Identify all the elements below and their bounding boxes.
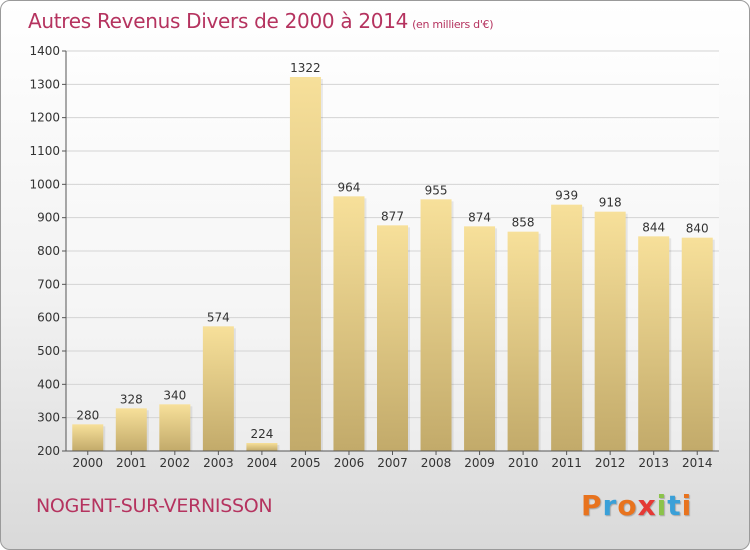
bar-value-label: 858 — [512, 216, 535, 230]
x-tick-label: 2008 — [421, 456, 452, 470]
x-tick-label: 2007 — [377, 456, 408, 470]
y-tick-label: 1000 — [29, 177, 60, 191]
bar — [420, 199, 452, 451]
bar-value-label: 844 — [642, 220, 665, 234]
logo-letter: P — [581, 489, 603, 522]
bar-value-label: 877 — [381, 209, 404, 223]
y-tick-label: 200 — [37, 444, 60, 458]
y-tick-label: 1400 — [29, 44, 60, 58]
x-tick-label: 2004 — [247, 456, 278, 470]
y-tick-label: 1300 — [29, 77, 60, 91]
units-label: (en milliers d'€) — [412, 18, 494, 31]
x-tick-label: 2012 — [595, 456, 626, 470]
logo-letter: x — [637, 489, 657, 522]
logo-letter: o — [617, 489, 638, 522]
x-tick-label: 2011 — [551, 456, 582, 470]
y-tick-label: 1200 — [29, 111, 60, 125]
y-tick-label: 300 — [37, 411, 60, 425]
bar — [246, 443, 278, 451]
x-tick-label: 2006 — [334, 456, 365, 470]
bar-value-label: 1322 — [290, 61, 321, 75]
bar-value-label: 939 — [555, 189, 578, 203]
logo-letter: t — [667, 489, 682, 522]
bar-value-label: 340 — [163, 388, 186, 402]
x-tick-label: 2005 — [290, 456, 321, 470]
bar — [115, 408, 147, 451]
x-tick-label: 2003 — [203, 456, 234, 470]
bar-value-label: 328 — [120, 392, 143, 406]
bar-value-label: 955 — [425, 183, 448, 197]
bar — [289, 77, 321, 451]
y-tick-label: 1100 — [29, 144, 60, 158]
x-tick-label: 2001 — [116, 456, 147, 470]
bar — [638, 236, 670, 451]
bar — [202, 326, 234, 451]
bar — [594, 211, 626, 451]
y-tick-label: 900 — [37, 211, 60, 225]
bar — [507, 231, 539, 451]
city-name: NOGENT-SUR-VERNISSON — [36, 495, 273, 517]
bar — [159, 404, 191, 451]
y-tick-label: 800 — [37, 244, 60, 258]
x-tick-label: 2014 — [682, 456, 713, 470]
bar-value-label: 280 — [76, 408, 99, 422]
bar — [72, 424, 104, 451]
y-tick-label: 600 — [37, 311, 60, 325]
bar-value-label: 574 — [207, 310, 230, 324]
bar — [551, 204, 583, 451]
bar-value-label: 964 — [338, 180, 361, 194]
x-tick-label: 2009 — [464, 456, 495, 470]
bar-value-label: 874 — [468, 210, 491, 224]
title-text: Autres Revenus Divers de 2000 à 2014 — [28, 9, 409, 33]
logo-letter: i — [681, 489, 693, 522]
x-tick-label: 2000 — [72, 456, 103, 470]
proxiti-logo: Proxiti — [581, 489, 692, 522]
logo-letter: i — [656, 489, 668, 522]
x-tick-label: 2013 — [638, 456, 669, 470]
chart-title: Autres Revenus Divers de 2000 à 2014 (en … — [28, 9, 494, 33]
x-tick-label: 2002 — [160, 456, 191, 470]
y-tick-label: 700 — [37, 277, 60, 291]
bar-value-label: 840 — [686, 222, 709, 236]
bar — [333, 196, 365, 451]
logo-letter: r — [602, 489, 618, 522]
bar-value-label: 918 — [599, 196, 622, 210]
bar-value-label: 224 — [250, 427, 273, 441]
x-tick-label: 2010 — [508, 456, 539, 470]
y-tick-label: 500 — [37, 344, 60, 358]
bar — [377, 225, 408, 451]
y-tick-label: 400 — [37, 377, 60, 391]
bar — [464, 226, 496, 451]
bar — [681, 237, 713, 451]
